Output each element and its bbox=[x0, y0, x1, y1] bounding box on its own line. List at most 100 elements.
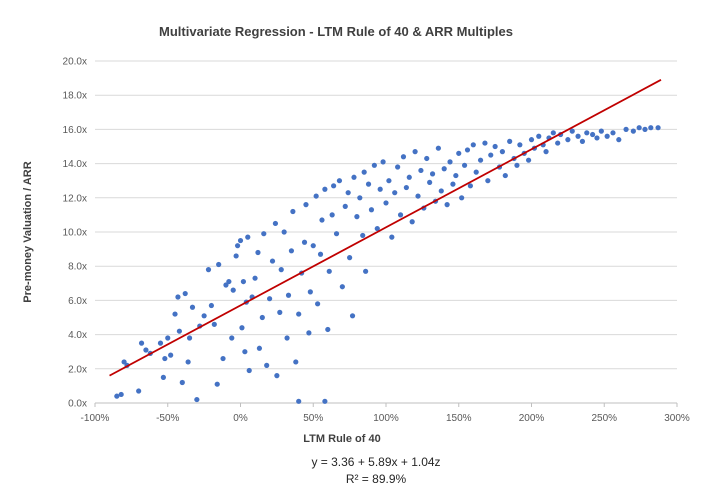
data-point bbox=[313, 193, 319, 199]
data-point bbox=[114, 393, 120, 399]
grid-lines bbox=[95, 60, 677, 404]
y-tick-label: 10.0x bbox=[63, 228, 87, 239]
data-point bbox=[261, 231, 267, 237]
data-point bbox=[230, 287, 236, 293]
data-point bbox=[467, 183, 473, 189]
data-point bbox=[255, 249, 261, 256]
x-axis-ticks: -100% -50% 0% 50% 100% 150% 200% 250% 300% bbox=[81, 403, 690, 424]
chart-title: Multivariate Regression - LTM Rule of 40… bbox=[159, 24, 513, 39]
data-point bbox=[229, 335, 235, 341]
data-point bbox=[214, 381, 220, 387]
data-point bbox=[435, 145, 441, 151]
data-point bbox=[322, 186, 328, 192]
data-point bbox=[569, 128, 575, 134]
x-tick-label: -50% bbox=[156, 413, 179, 424]
data-point bbox=[374, 225, 380, 232]
data-point bbox=[288, 248, 295, 254]
r-squared-label: R² = 89.9% bbox=[346, 472, 407, 486]
data-point bbox=[220, 355, 226, 362]
data-point bbox=[610, 130, 616, 136]
data-point bbox=[118, 391, 124, 398]
data-point bbox=[441, 166, 447, 172]
data-point bbox=[395, 164, 401, 170]
data-point bbox=[325, 326, 331, 333]
data-point bbox=[616, 137, 622, 143]
data-point bbox=[138, 340, 145, 346]
data-point bbox=[477, 157, 484, 163]
data-point bbox=[377, 186, 383, 192]
data-point bbox=[386, 178, 392, 184]
data-point bbox=[307, 289, 313, 295]
data-point bbox=[296, 311, 302, 317]
data-point bbox=[293, 359, 299, 365]
data-point bbox=[365, 181, 372, 187]
data-point bbox=[143, 347, 149, 353]
data-point bbox=[579, 138, 586, 144]
data-point bbox=[438, 188, 444, 194]
data-point bbox=[482, 140, 488, 146]
data-point bbox=[245, 234, 251, 240]
data-point bbox=[536, 133, 542, 139]
data-point bbox=[461, 162, 468, 168]
data-point bbox=[630, 128, 636, 134]
data-point bbox=[409, 219, 415, 225]
data-point bbox=[303, 202, 309, 208]
data-point bbox=[347, 255, 353, 261]
data-point bbox=[459, 195, 465, 201]
data-point bbox=[306, 330, 312, 336]
y-tick-label: 12.0x bbox=[63, 193, 87, 204]
data-point bbox=[326, 268, 332, 274]
data-point bbox=[121, 359, 127, 365]
data-point bbox=[322, 398, 328, 404]
data-point bbox=[182, 290, 188, 297]
data-point bbox=[179, 379, 185, 386]
data-point bbox=[453, 172, 459, 179]
data-point bbox=[383, 200, 389, 206]
data-point bbox=[172, 311, 178, 317]
data-point bbox=[492, 143, 498, 150]
y-tick-label: 14.0x bbox=[63, 159, 87, 170]
data-point bbox=[284, 335, 290, 341]
data-point bbox=[315, 301, 321, 307]
data-point bbox=[550, 130, 556, 136]
data-point bbox=[636, 125, 642, 131]
data-point bbox=[584, 130, 590, 136]
data-point bbox=[517, 142, 523, 148]
data-point bbox=[259, 314, 265, 321]
data-point bbox=[447, 159, 453, 165]
data-point bbox=[175, 294, 181, 300]
data-point bbox=[310, 243, 316, 249]
data-point bbox=[470, 142, 476, 148]
data-point bbox=[319, 217, 325, 223]
data-point bbox=[162, 355, 168, 362]
data-point bbox=[189, 304, 196, 310]
trendline bbox=[109, 79, 662, 377]
data-point bbox=[604, 133, 610, 139]
data-point bbox=[598, 128, 604, 134]
data-point bbox=[488, 152, 494, 158]
data-point bbox=[499, 149, 505, 155]
x-tick-label: 100% bbox=[373, 413, 399, 424]
data-point bbox=[274, 373, 280, 379]
scatter-series bbox=[114, 125, 661, 404]
y-tick-label: 16.0x bbox=[63, 125, 87, 136]
x-tick-label: 200% bbox=[519, 413, 545, 424]
data-point bbox=[301, 239, 308, 245]
data-point bbox=[525, 157, 532, 163]
data-point bbox=[415, 193, 421, 199]
data-point bbox=[360, 232, 366, 239]
data-point bbox=[157, 340, 164, 346]
data-point bbox=[165, 335, 171, 341]
data-point bbox=[648, 125, 654, 131]
y-tick-label: 18.0x bbox=[63, 91, 87, 102]
x-tick-label: 0% bbox=[233, 413, 248, 424]
data-point bbox=[655, 125, 661, 131]
y-axis-title: Pre-money Valuation / ARR bbox=[22, 161, 34, 302]
data-point bbox=[623, 126, 629, 132]
data-point bbox=[555, 140, 561, 146]
data-point bbox=[246, 367, 252, 374]
data-point bbox=[371, 162, 377, 168]
y-tick-label: 2.0x bbox=[68, 364, 87, 375]
data-point bbox=[331, 183, 337, 189]
data-point bbox=[427, 179, 433, 186]
